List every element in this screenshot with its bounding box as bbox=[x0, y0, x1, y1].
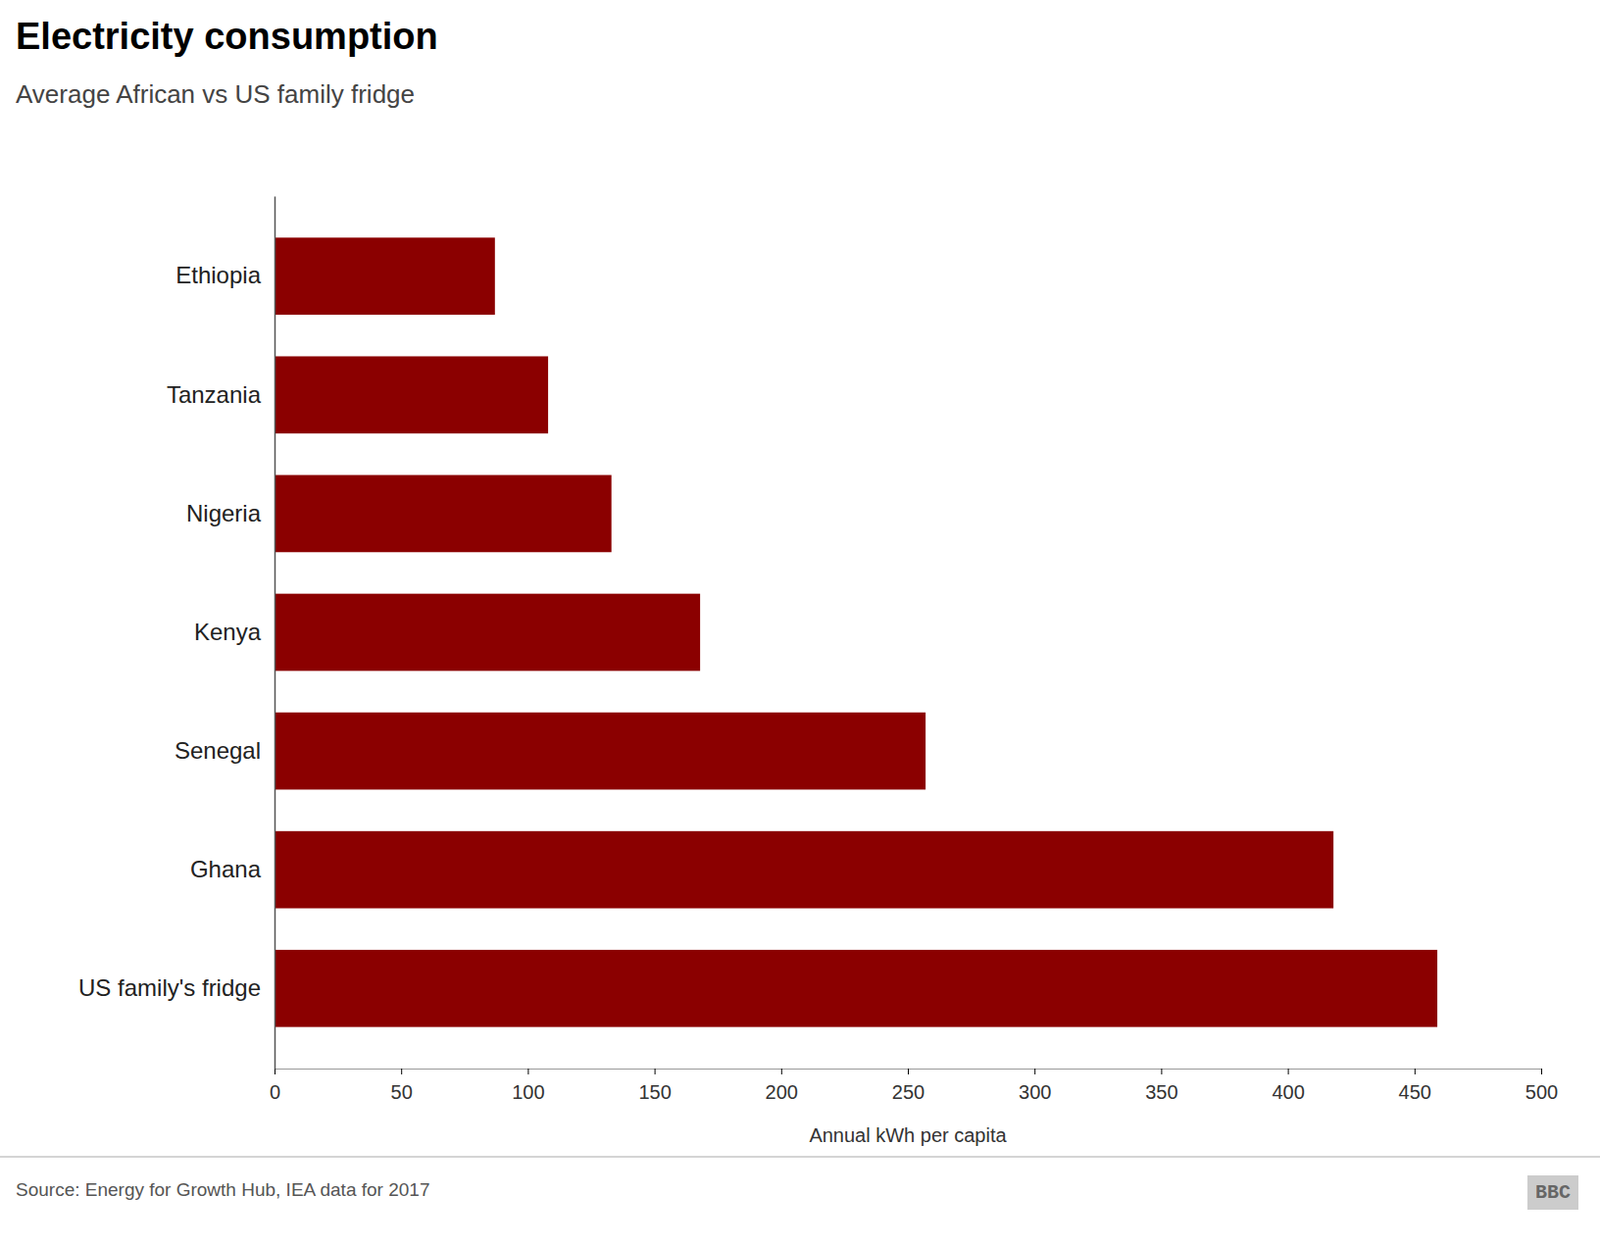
y-axis-line bbox=[274, 197, 277, 1070]
plot-area: 0 50 100 150 200 250 300 350 400 450 500 US family'… bbox=[78, 197, 1558, 1148]
y-tick-label: US family's fridge bbox=[78, 974, 261, 1001]
x-tick-mark bbox=[654, 1068, 656, 1075]
y-tick: US family's fridge bbox=[78, 974, 261, 1001]
x-tick-mark bbox=[1414, 1068, 1416, 1075]
bar bbox=[274, 594, 700, 672]
title: Electricity consumption bbox=[15, 15, 439, 57]
x-tick-label: 300 bbox=[1018, 1081, 1051, 1103]
logo-box bbox=[1527, 1175, 1579, 1210]
x-tick: 400 bbox=[1271, 1068, 1304, 1103]
bar bbox=[274, 712, 926, 791]
y-tick-label: Kenya bbox=[194, 618, 262, 646]
x-axis-title: Annual kWh per capita bbox=[808, 1124, 1007, 1147]
y-tick: Nigeria bbox=[186, 500, 262, 527]
y-tick-label: Ghana bbox=[190, 855, 262, 883]
x-tick: 200 bbox=[765, 1068, 799, 1103]
y-tick: Ghana bbox=[190, 855, 262, 883]
chart-svg: Electricity consumption Average African v… bbox=[0, 0, 1600, 1245]
x-tick-mark bbox=[1541, 1068, 1543, 1075]
x-tick: 500 bbox=[1525, 1068, 1558, 1103]
x-tick-label: 400 bbox=[1271, 1081, 1304, 1103]
x-tick-label: 200 bbox=[765, 1081, 799, 1103]
x-tick-label: 450 bbox=[1399, 1081, 1432, 1103]
x-tick-label: 350 bbox=[1145, 1081, 1178, 1103]
y-tick: Senegal bbox=[174, 737, 261, 764]
x-tick-mark bbox=[1034, 1068, 1036, 1075]
y-axis: US family's fridge Ghana Senegal Kenya Niger… bbox=[78, 197, 275, 1070]
bars bbox=[274, 237, 1438, 1027]
x-tick: 300 bbox=[1018, 1068, 1051, 1103]
x-tick-mark bbox=[1160, 1068, 1162, 1075]
x-tick-label: 500 bbox=[1525, 1081, 1558, 1103]
y-tick: Kenya bbox=[194, 618, 262, 646]
y-tick-label: Nigeria bbox=[186, 500, 262, 527]
x-tick: 250 bbox=[892, 1068, 925, 1103]
bar bbox=[274, 831, 1334, 909]
chart-container: Electricity consumption Average African v… bbox=[0, 0, 1600, 1245]
bar bbox=[274, 475, 612, 553]
y-tick-label: Tanzania bbox=[166, 381, 262, 408]
x-tick-label: 100 bbox=[511, 1081, 545, 1103]
x-tick-mark bbox=[274, 1068, 276, 1075]
x-tick-mark bbox=[907, 1068, 909, 1075]
x-tick-mark bbox=[400, 1068, 402, 1075]
bar bbox=[274, 355, 549, 434]
x-tick-mark bbox=[527, 1068, 529, 1075]
source-text: Source: Energy for Growth Hub, IEA data … bbox=[15, 1179, 430, 1200]
x-tick: 0 bbox=[269, 1068, 281, 1103]
separator bbox=[0, 1156, 1600, 1158]
logo: BBC bbox=[1527, 1175, 1579, 1210]
x-tick: 450 bbox=[1399, 1068, 1432, 1103]
x-tick-label: 250 bbox=[892, 1081, 925, 1103]
x-tick-label: 150 bbox=[638, 1081, 671, 1103]
x-axis: 0 50 100 150 200 250 300 350 400 450 500 bbox=[269, 1068, 1558, 1103]
bar bbox=[274, 950, 1438, 1028]
x-tick: 350 bbox=[1145, 1068, 1178, 1103]
x-tick: 100 bbox=[511, 1068, 545, 1103]
x-tick-label: 50 bbox=[391, 1081, 413, 1103]
bar bbox=[274, 237, 496, 315]
y-tick-label: Senegal bbox=[174, 737, 261, 764]
y-tick: Tanzania bbox=[166, 381, 262, 408]
x-tick-label: 0 bbox=[269, 1081, 281, 1103]
x-tick-mark bbox=[781, 1068, 783, 1075]
x-tick-mark bbox=[1288, 1068, 1290, 1075]
subtitle: Average African vs US family fridge bbox=[15, 79, 415, 109]
x-tick: 50 bbox=[391, 1068, 413, 1103]
logo-text: BBC bbox=[1535, 1181, 1571, 1204]
x-tick: 150 bbox=[638, 1068, 671, 1103]
y-tick: Ethiopia bbox=[175, 261, 261, 289]
y-tick-label: Ethiopia bbox=[175, 261, 261, 289]
